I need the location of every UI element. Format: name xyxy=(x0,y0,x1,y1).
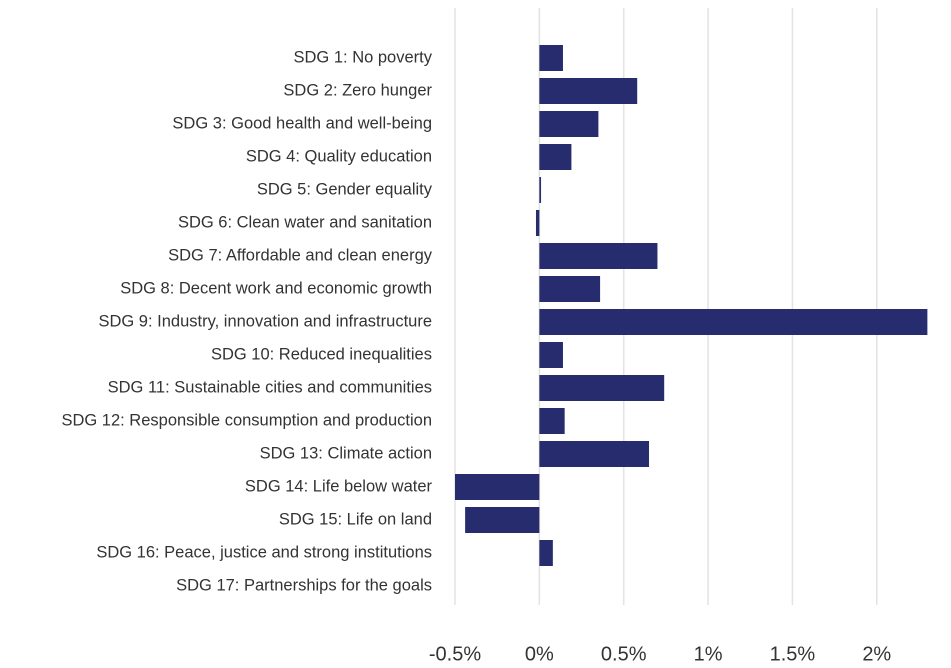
bar xyxy=(539,540,553,566)
bar xyxy=(539,408,565,434)
y-tick-label: SDG 5: Gender equality xyxy=(257,180,433,198)
bar xyxy=(539,441,650,467)
bar xyxy=(539,243,658,269)
bar xyxy=(539,78,638,104)
x-tick-label: -0.5% xyxy=(429,643,481,665)
bar xyxy=(539,309,928,335)
y-tick-label: SDG 4: Quality education xyxy=(246,147,432,165)
bar xyxy=(539,342,563,368)
y-tick-label: SDG 12: Responsible consumption and prod… xyxy=(61,411,432,429)
y-tick-label: SDG 6: Clean water and sanitation xyxy=(178,213,432,231)
bar xyxy=(455,474,540,500)
bar xyxy=(539,276,601,302)
x-tick-label: 1.5% xyxy=(770,643,816,665)
bar xyxy=(539,144,572,170)
x-tick-label: 2% xyxy=(862,643,891,665)
bar xyxy=(539,375,665,401)
bar xyxy=(535,210,540,236)
y-tick-label: SDG 14: Life below water xyxy=(245,477,433,495)
x-tick-label: 0.5% xyxy=(601,643,647,665)
x-tick-label: 1% xyxy=(694,643,723,665)
x-tick-label: 0% xyxy=(525,643,554,665)
y-tick-label: SDG 10: Reduced inequalities xyxy=(211,345,432,363)
y-tick-label: SDG 15: Life on land xyxy=(279,510,432,528)
y-tick-label: SDG 17: Partnerships for the goals xyxy=(176,576,432,594)
y-tick-label: SDG 3: Good health and well-being xyxy=(172,114,432,132)
bar xyxy=(539,45,563,71)
y-tick-label: SDG 1: No poverty xyxy=(294,48,433,66)
bar xyxy=(465,507,540,533)
y-tick-label: SDG 8: Decent work and economic growth xyxy=(120,279,432,297)
bar xyxy=(539,177,542,203)
y-tick-label: SDG 11: Sustainable cities and communiti… xyxy=(108,378,432,396)
y-tick-label: SDG 2: Zero hunger xyxy=(283,81,432,99)
y-tick-label: SDG 7: Affordable and clean energy xyxy=(168,246,433,264)
y-tick-label: SDG 9: Industry, innovation and infrastr… xyxy=(98,312,432,330)
bar xyxy=(539,111,599,137)
y-tick-label: SDG 13: Climate action xyxy=(260,444,432,462)
y-tick-label: SDG 16: Peace, justice and strong instit… xyxy=(96,543,432,561)
